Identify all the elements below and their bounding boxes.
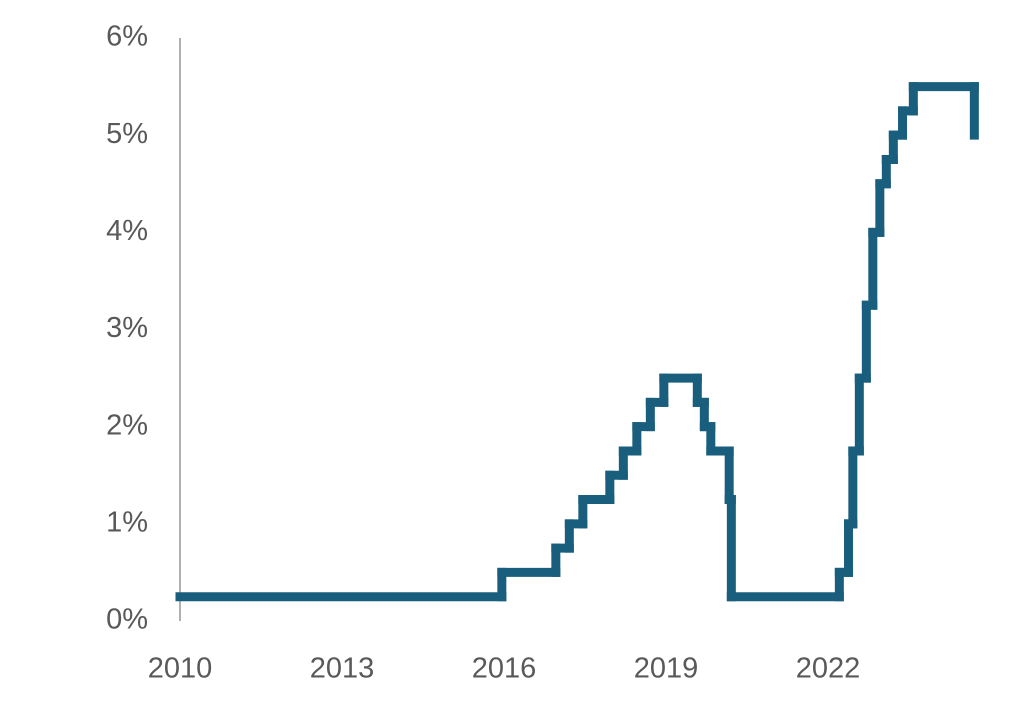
- y-tick-label: 2%: [106, 409, 148, 441]
- y-tick-label: 0%: [106, 604, 148, 636]
- x-tick-label: 2019: [634, 653, 699, 685]
- x-tick-label: 2016: [472, 653, 537, 685]
- y-tick-label: 6%: [106, 21, 148, 53]
- x-tick-label: 2010: [148, 653, 213, 685]
- y-tick-label: 1%: [106, 506, 148, 538]
- x-tick-label: 2022: [796, 653, 861, 685]
- x-tick-label: 2013: [310, 653, 375, 685]
- y-tick-label: 3%: [106, 312, 148, 344]
- y-tick-label: 5%: [106, 118, 148, 150]
- y-tick-label: 4%: [106, 215, 148, 247]
